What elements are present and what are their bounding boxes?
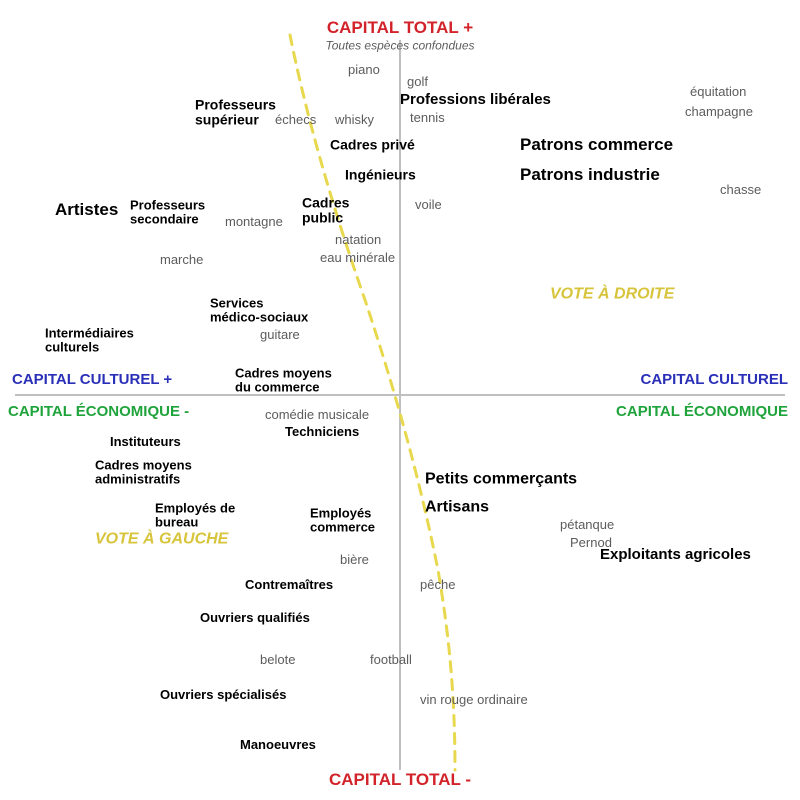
practice-label: eau minérale xyxy=(320,251,395,265)
axis-label-left_econ: CAPITAL ÉCONOMIQUE - xyxy=(8,404,189,420)
profession-label: Ouvriers qualifiés xyxy=(200,611,310,625)
profession-label: Techniciens xyxy=(285,425,359,439)
profession-label: Professeurssecondaire xyxy=(130,198,205,225)
profession-label: Exploitants agricoles xyxy=(600,547,751,563)
profession-label: Cadrespublic xyxy=(302,195,349,224)
practice-label: whisky xyxy=(335,113,374,127)
practice-label: échecs xyxy=(275,113,316,127)
profession-label: Artistes xyxy=(55,201,118,219)
profession-label: Servicesmédico-sociaux xyxy=(210,296,308,323)
profession-label: Cadres moyensadministratifs xyxy=(95,458,192,485)
axis-label-right_econ: CAPITAL ÉCONOMIQUE xyxy=(616,404,788,420)
profession-label: Employés debureau xyxy=(155,501,235,528)
profession-label: Intermédiairesculturels xyxy=(45,326,134,353)
practice-label: pétanque xyxy=(560,518,614,532)
profession-label: Patrons industrie xyxy=(520,166,660,184)
practice-label: piano xyxy=(348,63,380,77)
axis-label-top_sub: Toutes espèces confondues xyxy=(326,40,475,53)
practice-label: football xyxy=(370,653,412,667)
practice-label: équitation xyxy=(690,85,746,99)
axis-label-top: CAPITAL TOTAL + xyxy=(327,19,473,37)
practice-label: Pernod xyxy=(570,536,612,550)
practice-label: voile xyxy=(415,198,442,212)
practice-label: bière xyxy=(340,553,369,567)
profession-label: Professions libérales xyxy=(400,92,551,108)
profession-label: Employéscommerce xyxy=(310,506,375,533)
profession-label: Ingénieurs xyxy=(345,168,416,183)
axis-label-right_cult: CAPITAL CULTUREL xyxy=(641,372,789,388)
practice-label: champagne xyxy=(685,105,753,119)
practice-label: guitare xyxy=(260,328,300,342)
profession-label: Manoeuvres xyxy=(240,738,316,752)
practice-label: tennis xyxy=(410,111,445,125)
axis-label-vote_right: VOTE À DROITE xyxy=(550,287,674,304)
profession-label: Artisans xyxy=(425,500,489,517)
practice-label: montagne xyxy=(225,215,283,229)
practice-label: pêche xyxy=(420,578,455,592)
profession-label: Professeurssupérieur xyxy=(195,97,276,126)
practice-label: marche xyxy=(160,253,203,267)
profession-label: Ouvriers spécialisés xyxy=(160,688,286,702)
bourdieu-social-space-diagram: CAPITAL TOTAL + Toutes espèces confondues… xyxy=(0,0,800,800)
profession-label: Contremaîtres xyxy=(245,578,333,592)
practice-label: natation xyxy=(335,233,381,247)
axis-label-left_cult: CAPITAL CULTUREL + xyxy=(12,372,172,388)
profession-label: Petits commerçants xyxy=(425,472,577,489)
practice-label: belote xyxy=(260,653,295,667)
practice-label: golf xyxy=(407,75,428,89)
profession-label: Cadres moyensdu commerce xyxy=(235,366,332,393)
practice-label: comédie musicale xyxy=(265,408,369,422)
axis-label-vote_left: VOTE À GAUCHE xyxy=(95,532,228,549)
practice-label: chasse xyxy=(720,183,761,197)
practice-label: vin rouge ordinaire xyxy=(420,693,528,707)
profession-label: Instituteurs xyxy=(110,435,181,449)
profession-label: Patrons commerce xyxy=(520,136,673,154)
axis-label-bottom: CAPITAL TOTAL - xyxy=(329,771,471,789)
profession-label: Cadres privé xyxy=(330,138,415,153)
